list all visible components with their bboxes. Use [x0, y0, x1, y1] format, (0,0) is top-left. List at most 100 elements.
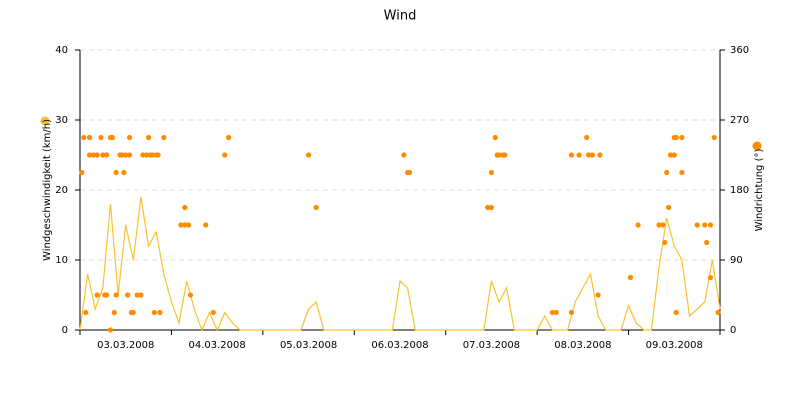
- direction-point: [161, 134, 167, 141]
- direction-point: [134, 292, 140, 298]
- direction-point: [155, 152, 161, 158]
- direction-point: [210, 309, 216, 316]
- direction-point: [707, 222, 714, 228]
- y-tick-label: 20: [55, 185, 68, 196]
- direction-point: [313, 204, 319, 211]
- direction-point: [119, 152, 125, 158]
- direction-point: [107, 327, 114, 333]
- direction-point: [492, 134, 498, 141]
- direction-point: [488, 204, 495, 211]
- direction-point: [104, 292, 110, 298]
- legend-marker: [752, 141, 762, 151]
- direction-point: [126, 134, 133, 141]
- y2-tick-label: 90: [730, 255, 743, 266]
- direction-point: [90, 152, 96, 158]
- direction-point: [671, 152, 677, 158]
- direction-point: [488, 169, 495, 176]
- direction-point: [660, 222, 666, 228]
- direction-point: [627, 274, 634, 281]
- direction-point: [151, 309, 157, 316]
- direction-point: [140, 152, 146, 158]
- direction-point: [667, 152, 674, 158]
- direction-point: [664, 169, 670, 176]
- y2-tick-label: 270: [730, 115, 749, 126]
- direction-point: [711, 134, 717, 141]
- x-tick-label: 07.03.2008: [463, 340, 520, 351]
- legend-label: Windrichtung (°): [754, 149, 765, 232]
- direction-point: [125, 292, 131, 298]
- y-tick-label: 0: [62, 325, 68, 336]
- direction-point: [149, 152, 155, 158]
- x-tick-label: 04.03.2008: [189, 340, 246, 351]
- direction-point: [704, 239, 710, 246]
- direction-point: [656, 222, 662, 228]
- direction-point: [585, 152, 592, 158]
- direction-point: [98, 134, 104, 141]
- y-tick-label: 30: [55, 115, 68, 126]
- direction-point: [111, 309, 117, 316]
- y2-tick-label: 0: [730, 325, 736, 336]
- x-tick-label: 03.03.2008: [97, 340, 154, 351]
- direction-point: [178, 222, 184, 228]
- direction-point: [126, 152, 133, 158]
- direction-point: [104, 152, 110, 158]
- speed-line: [79, 196, 721, 332]
- direction-point: [113, 292, 119, 298]
- y2-tick-label: 360: [730, 45, 749, 56]
- direction-point: [673, 134, 679, 141]
- direction-point: [81, 134, 87, 141]
- direction-point: [665, 204, 672, 211]
- direction-point: [100, 152, 106, 158]
- direction-point: [185, 222, 192, 228]
- direction-point: [595, 292, 601, 298]
- y-tick-label: 40: [55, 45, 68, 56]
- x-tick-label: 06.03.2008: [371, 340, 428, 351]
- direction-point: [702, 222, 708, 228]
- direction-point: [144, 152, 150, 158]
- legend-marker: [40, 116, 50, 126]
- direction-point: [86, 134, 93, 141]
- direction-point: [496, 152, 502, 158]
- direction-point: [568, 309, 575, 316]
- direction-point: [707, 274, 714, 281]
- direction-point: [138, 292, 144, 298]
- direction-point: [576, 152, 582, 158]
- direction-point: [187, 292, 194, 298]
- direction-point: [157, 309, 163, 316]
- direction-point: [584, 134, 590, 141]
- direction-point: [121, 169, 127, 176]
- direction-point: [589, 152, 595, 158]
- direction-point: [203, 222, 209, 228]
- direction-point: [79, 169, 85, 176]
- direction-point: [225, 134, 232, 141]
- chart-title: Wind: [384, 9, 417, 24]
- direction-point: [123, 152, 129, 158]
- direction-point: [715, 309, 721, 316]
- direction-point: [109, 134, 115, 141]
- y-tick-label: 10: [55, 255, 68, 266]
- direction-point: [182, 204, 188, 211]
- x-tick-label: 05.03.2008: [280, 340, 337, 351]
- direction-point: [597, 152, 603, 158]
- direction-point: [502, 152, 508, 158]
- direction-point: [130, 309, 136, 316]
- direction-point: [679, 169, 685, 176]
- direction-point: [182, 222, 188, 228]
- direction-point: [86, 152, 93, 158]
- direction-point: [94, 292, 100, 298]
- legend-label: Windgeschwindigkeit (km/h): [42, 119, 53, 261]
- direction-point: [145, 134, 152, 141]
- direction-point: [679, 134, 685, 141]
- direction-point: [305, 152, 312, 158]
- direction-point: [485, 204, 491, 211]
- direction-point: [406, 169, 413, 176]
- direction-point: [83, 309, 89, 316]
- direction-point: [401, 152, 407, 158]
- direction-point: [549, 309, 555, 316]
- direction-point: [694, 222, 700, 228]
- direction-point: [662, 239, 668, 246]
- direction-point: [553, 309, 559, 316]
- direction-point: [113, 169, 119, 176]
- x-tick-label: 09.03.2008: [646, 340, 703, 351]
